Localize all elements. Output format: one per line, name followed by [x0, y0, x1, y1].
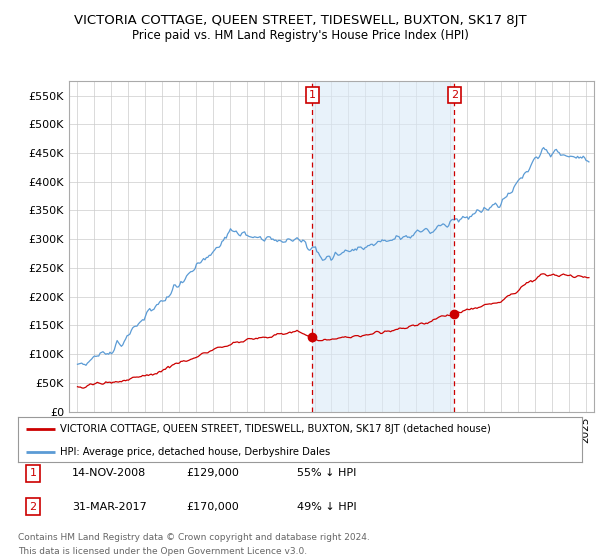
Text: 2: 2	[29, 502, 37, 512]
Text: £129,000: £129,000	[186, 468, 239, 478]
Text: 31-MAR-2017: 31-MAR-2017	[72, 502, 147, 512]
Text: 14-NOV-2008: 14-NOV-2008	[72, 468, 146, 478]
Text: 55% ↓ HPI: 55% ↓ HPI	[297, 468, 356, 478]
Text: VICTORIA COTTAGE, QUEEN STREET, TIDESWELL, BUXTON, SK17 8JT: VICTORIA COTTAGE, QUEEN STREET, TIDESWEL…	[74, 14, 526, 27]
Text: 49% ↓ HPI: 49% ↓ HPI	[297, 502, 356, 512]
Text: Price paid vs. HM Land Registry's House Price Index (HPI): Price paid vs. HM Land Registry's House …	[131, 29, 469, 42]
Text: VICTORIA COTTAGE, QUEEN STREET, TIDESWELL, BUXTON, SK17 8JT (detached house): VICTORIA COTTAGE, QUEEN STREET, TIDESWEL…	[60, 424, 491, 435]
Text: 2: 2	[451, 90, 458, 100]
Text: This data is licensed under the Open Government Licence v3.0.: This data is licensed under the Open Gov…	[18, 547, 307, 556]
Bar	[313, 81, 454, 412]
Text: HPI: Average price, detached house, Derbyshire Dales: HPI: Average price, detached house, Derb…	[60, 447, 331, 457]
Text: £170,000: £170,000	[186, 502, 239, 512]
Text: 1: 1	[309, 90, 316, 100]
Text: 1: 1	[29, 468, 37, 478]
Text: Contains HM Land Registry data © Crown copyright and database right 2024.: Contains HM Land Registry data © Crown c…	[18, 533, 370, 542]
